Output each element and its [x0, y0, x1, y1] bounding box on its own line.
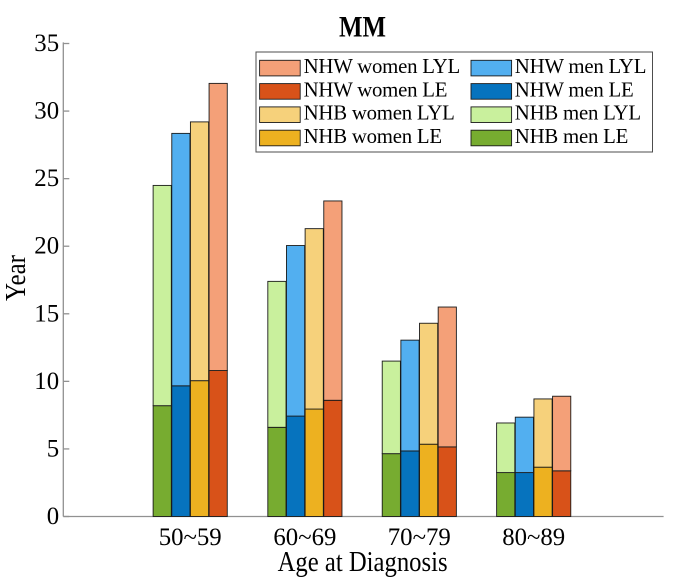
svg-text:0: 0 [47, 503, 59, 530]
svg-text:15: 15 [34, 300, 59, 327]
svg-text:80~89: 80~89 [502, 524, 565, 551]
svg-text:NHW women LE: NHW women LE [304, 78, 448, 101]
svg-text:35: 35 [34, 30, 59, 57]
svg-text:NHB men LE: NHB men LE [515, 125, 628, 148]
svg-text:Year: Year [1, 255, 32, 301]
svg-text:Age at Diagnosis: Age at Diagnosis [278, 547, 448, 578]
svg-text:25: 25 [34, 165, 59, 192]
svg-text:NHW men LE: NHW men LE [515, 78, 634, 101]
svg-text:70~79: 70~79 [388, 524, 451, 551]
svg-text:NHB men LYL: NHB men LYL [515, 102, 641, 125]
svg-text:NHB women LYL: NHB women LYL [304, 102, 455, 125]
svg-text:60~69: 60~69 [273, 524, 336, 551]
svg-text:NHW men LYL: NHW men LYL [515, 55, 646, 78]
svg-text:50~59: 50~59 [159, 524, 222, 551]
svg-text:10: 10 [34, 368, 59, 395]
svg-text:NHB women LE: NHB women LE [304, 125, 442, 148]
svg-text:20: 20 [34, 233, 59, 260]
svg-text:5: 5 [47, 435, 59, 462]
svg-text:NHW women LYL: NHW women LYL [304, 55, 460, 78]
svg-text:30: 30 [34, 98, 59, 125]
svg-text:MM: MM [339, 11, 386, 44]
